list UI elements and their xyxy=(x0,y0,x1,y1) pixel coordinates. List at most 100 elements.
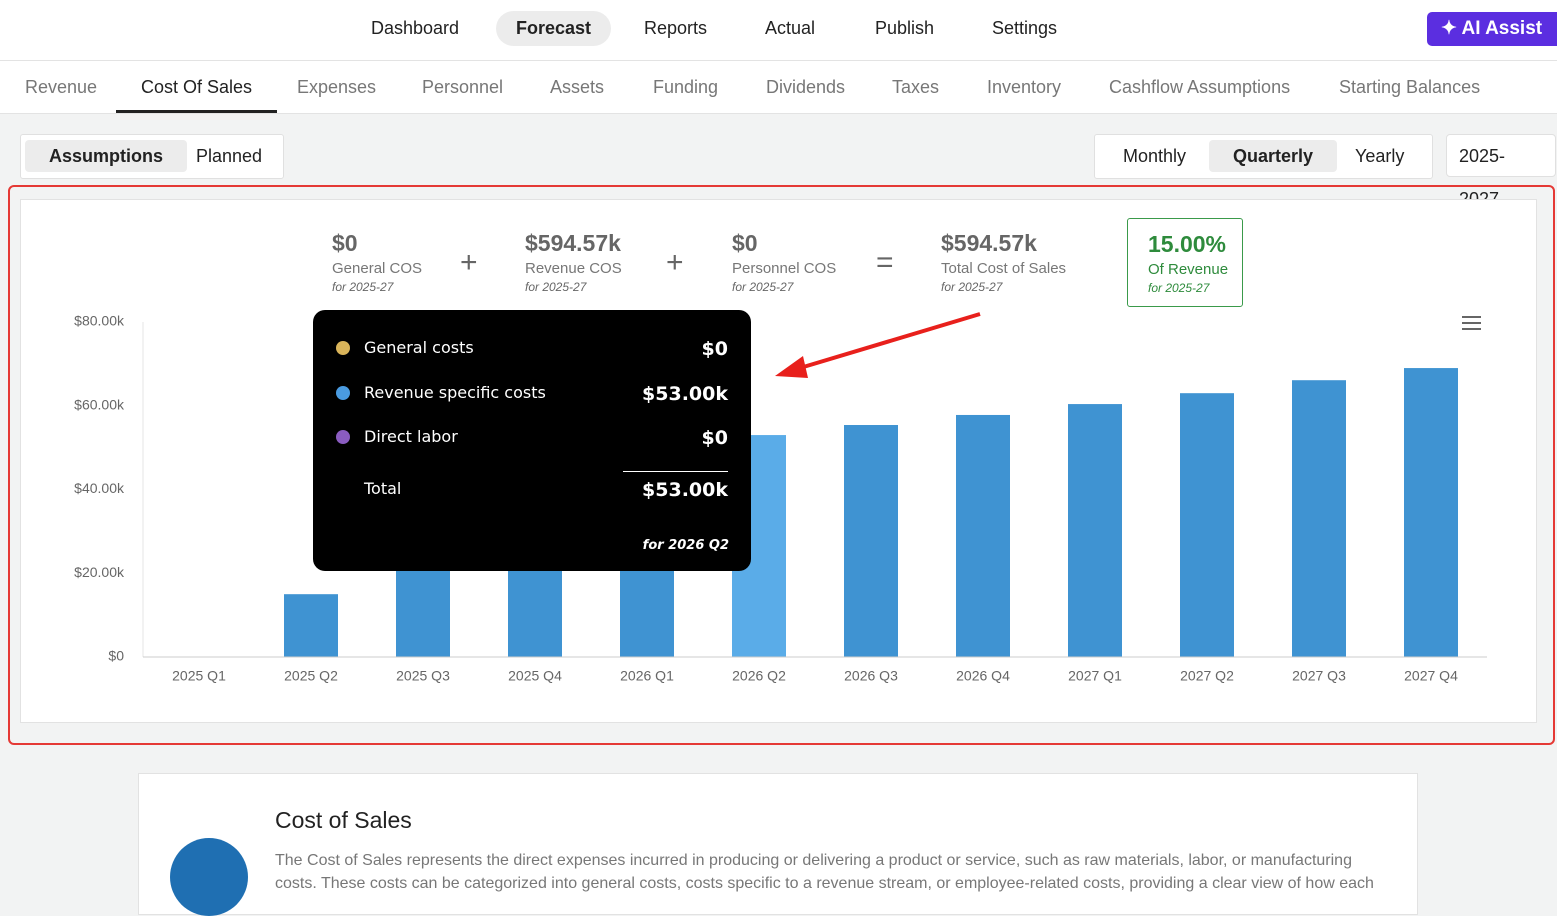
summary-label: Personnel COS xyxy=(732,260,837,277)
legend-dot xyxy=(336,385,350,400)
tab[interactable]: Taxes xyxy=(892,77,940,97)
tooltip-row: Direct labor $0 xyxy=(336,427,728,449)
x-tick-label: 2027 Q2 xyxy=(1180,668,1234,684)
row-value: $53.00k xyxy=(642,382,728,405)
tab[interactable]: Dividends xyxy=(766,77,846,97)
summary-label: Total Cost of Sales xyxy=(941,260,1067,277)
row-label: Direct labor xyxy=(364,427,458,446)
nav-item[interactable]: Actual xyxy=(765,18,816,38)
menu-icon[interactable] xyxy=(1462,316,1481,330)
legend-dot xyxy=(336,341,350,355)
tab[interactable]: Revenue xyxy=(25,77,98,97)
y-tick-label: $20.00k xyxy=(74,564,125,580)
period-option[interactable]: Yearly xyxy=(1355,146,1405,166)
operator: = xyxy=(876,246,894,279)
ratio-period: for 2025-27 xyxy=(1148,281,1210,295)
summary-item: $0 General COS for 2025-27 xyxy=(332,230,422,294)
x-tick-label: 2026 Q4 xyxy=(956,668,1010,684)
row-value: $0 xyxy=(701,338,728,360)
x-tick-label: 2025 Q2 xyxy=(284,668,338,684)
tab[interactable]: Funding xyxy=(653,77,719,97)
y-tick-label: $60.00k xyxy=(74,396,125,412)
view-option[interactable]: Assumptions xyxy=(25,140,188,172)
tab[interactable]: Inventory xyxy=(987,77,1062,97)
period-option[interactable]: Monthly xyxy=(1123,146,1187,166)
x-tick-label: 2027 Q3 xyxy=(1292,668,1346,684)
bar xyxy=(1180,393,1234,657)
bar xyxy=(1404,368,1458,657)
row-label: General costs xyxy=(364,338,474,357)
tooltip-total: Total $53.00k xyxy=(336,479,728,501)
tooltip: Total $53.00k for 2026 Q2 General costs $0… xyxy=(313,310,751,571)
y-tick-label: $80.00k xyxy=(74,313,125,329)
nav-item[interactable]: Dashboard xyxy=(371,18,460,38)
x-tick-label: 2027 Q1 xyxy=(1068,668,1122,684)
x-tick-label: 2025 Q4 xyxy=(508,668,562,684)
x-tick-label: 2026 Q1 xyxy=(620,668,674,684)
summary-label: Revenue COS xyxy=(525,260,622,277)
tab[interactable]: Cost Of Sales xyxy=(116,61,278,113)
bar xyxy=(1292,380,1346,657)
summary-item: $0 Personnel COS for 2025-27 xyxy=(732,230,836,294)
y-tick-label: $0 xyxy=(108,648,124,664)
summary-value: $594.57k xyxy=(941,230,1037,256)
ratio-value: 15.00% xyxy=(1148,231,1227,257)
bar xyxy=(956,414,1010,657)
tab-bar xyxy=(0,61,1557,114)
tab[interactable]: Personnel xyxy=(422,77,504,97)
total-rule xyxy=(623,471,728,472)
total-value: $53.00k xyxy=(642,479,728,501)
summary-period: for 2025-27 xyxy=(332,280,394,294)
legend-dot xyxy=(336,430,350,444)
bar xyxy=(1068,404,1122,657)
summary-value: $0 xyxy=(332,230,358,256)
highlight-outline xyxy=(8,185,1555,745)
info-text: The Cost of Sales represents the direct … xyxy=(275,852,1374,892)
row-value: $0 xyxy=(701,427,728,449)
summary-value: $0 xyxy=(732,230,758,256)
info-icon xyxy=(170,838,248,916)
tab[interactable]: Starting Balances xyxy=(1339,77,1481,97)
ai-assist-label: AI Assist xyxy=(1461,18,1543,39)
nav-item[interactable]: Reports xyxy=(644,18,708,38)
ratio-label: Of Revenue xyxy=(1148,261,1229,278)
tab[interactable]: Assets xyxy=(550,77,605,97)
operator: + xyxy=(666,246,684,279)
view-option[interactable]: Planned xyxy=(196,146,263,166)
tab[interactable]: Expenses xyxy=(297,77,377,97)
bar xyxy=(284,594,338,657)
x-tick-label: 2027 Q4 xyxy=(1404,668,1458,684)
top-bar xyxy=(0,0,1557,61)
summary-value: $594.57k xyxy=(525,230,621,256)
tooltip-row: General costs $0 xyxy=(336,338,728,360)
ai-assist-button[interactable]: ✦ AI Assist xyxy=(1427,12,1557,46)
bar xyxy=(844,425,898,657)
tooltip-period: for 2026 Q2 xyxy=(642,538,729,553)
row-label: Revenue specific costs xyxy=(364,382,546,402)
nav-item[interactable]: Forecast xyxy=(496,11,612,46)
summary-label: General COS xyxy=(332,260,423,277)
summary-period: for 2025-27 xyxy=(941,280,1003,294)
tooltip-row: Revenue specific costs $53.00k xyxy=(336,382,728,405)
summary-item: $594.57k Total Cost of Sales for 2025-27 xyxy=(941,230,1066,294)
total-label: Total xyxy=(364,479,402,498)
nav-item[interactable]: Publish xyxy=(875,18,935,38)
sparkle-icon: ✦ xyxy=(1441,18,1462,39)
info-title: Cost of Sales xyxy=(275,807,412,833)
info-card: Cost of Sales The Cost of Sales represen… xyxy=(138,773,1418,916)
tab[interactable]: Cashflow Assumptions xyxy=(1109,77,1291,97)
y-tick-label: $40.00k xyxy=(74,480,125,496)
x-tick-label: 2026 Q3 xyxy=(844,668,898,684)
x-tick-label: 2026 Q2 xyxy=(732,668,786,684)
ratio-box: 15.00% Of Revenue for 2025-27 xyxy=(1127,218,1243,307)
operator: + xyxy=(460,246,478,279)
x-tick-label: 2025 Q3 xyxy=(396,668,450,684)
nav-item[interactable]: Settings xyxy=(992,18,1058,38)
summary-item: $594.57k Revenue COS for 2025-27 xyxy=(525,230,622,294)
x-tick-label: 2025 Q1 xyxy=(172,668,226,684)
chart: 2027 Q4 2027 Q3 2027 Q2 2027 Q1 2026 Q4 2026 … xyxy=(74,313,1487,684)
summary-period: for 2025-27 xyxy=(732,280,794,294)
summary-period: for 2025-27 xyxy=(525,280,587,294)
period-option[interactable]: Quarterly xyxy=(1209,140,1338,172)
